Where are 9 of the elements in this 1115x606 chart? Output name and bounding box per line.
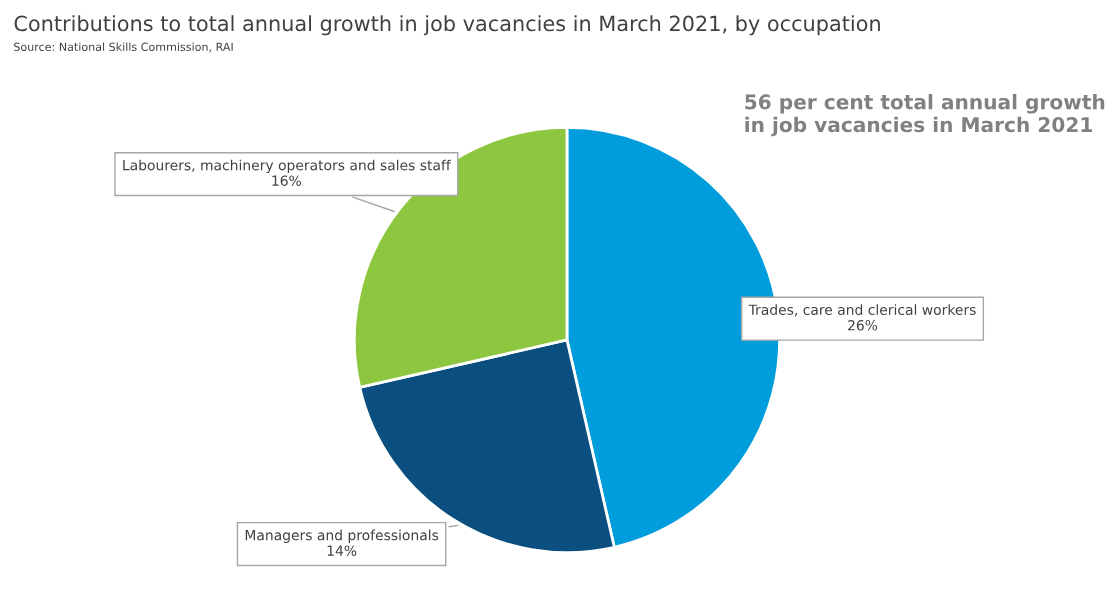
slice-label: Trades, care and clerical workers xyxy=(748,304,976,317)
slice-label: Managers and professionals xyxy=(245,529,439,544)
data-label: 16% xyxy=(272,175,301,186)
data-label: 14% xyxy=(327,545,357,556)
chart-title: Contributions to total annual growth in job vacancies in March 2021, by occupation xyxy=(14,15,880,36)
data-label: 26% xyxy=(848,320,878,331)
slice-label: Labourers, machinery operators and sales staff xyxy=(123,159,451,174)
text: 56 per cent total annual growth in job vacancies in March 2021 xyxy=(745,93,1105,137)
chart-subtitle: Source: National Skills Commission, RAI xyxy=(14,42,233,53)
